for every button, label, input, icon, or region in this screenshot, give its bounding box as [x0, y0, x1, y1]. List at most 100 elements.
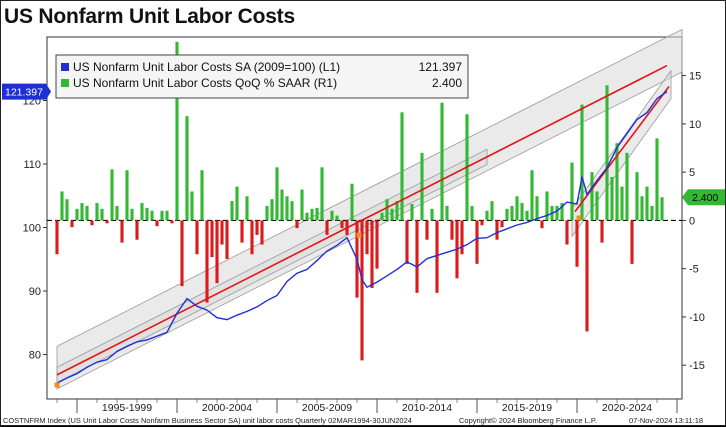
- qoq-bar: [375, 220, 379, 269]
- qoq-bar: [655, 138, 659, 221]
- qoq-bar: [520, 203, 524, 221]
- qoq-bar: [80, 203, 84, 221]
- right-last-value-text: 2.400: [692, 192, 718, 204]
- qoq-bar: [250, 220, 254, 255]
- left-axis-label: 80: [29, 350, 41, 362]
- qoq-bar: [415, 220, 419, 293]
- qoq-bar: [405, 220, 409, 264]
- qoq-bar: [125, 170, 129, 221]
- qoq-bar: [155, 220, 159, 227]
- qoq-bar: [485, 210, 489, 221]
- qoq-bar: [480, 220, 484, 226]
- right-last-value-badge: [682, 189, 725, 206]
- qoq-bar: [490, 201, 494, 221]
- x-axis-label: 2005-2009: [302, 402, 352, 414]
- qoq-bar: [260, 220, 264, 245]
- left-last-value-text: 121.397: [5, 87, 43, 99]
- event-marker: [576, 215, 582, 221]
- qoq-bar: [70, 220, 74, 228]
- qoq-bar: [75, 208, 79, 221]
- qoq-bar: [245, 196, 249, 221]
- qoq-bar: [595, 191, 599, 221]
- qoq-bar: [335, 215, 339, 221]
- trend-line-recent: [574, 86, 670, 213]
- qoq-bar: [540, 220, 544, 229]
- qoq-bar: [325, 220, 329, 235]
- qoq-bar: [60, 191, 64, 221]
- qoq-bar: [280, 189, 284, 221]
- qoq-bar: [65, 199, 69, 221]
- left-axis-label: 110: [23, 159, 41, 171]
- qoq-bar: [635, 172, 639, 221]
- qoq-bar: [395, 201, 399, 221]
- qoq-bar: [450, 220, 454, 240]
- event-marker: [356, 232, 362, 238]
- qoq-bar: [175, 41, 179, 221]
- qoq-bar: [135, 220, 139, 240]
- qoq-bar: [580, 104, 584, 221]
- qoq-bar: [510, 205, 514, 221]
- qoq-bar: [210, 220, 214, 258]
- qoq-bar: [90, 220, 94, 226]
- right-axis-label: 15: [689, 71, 701, 83]
- qoq-bar: [535, 196, 539, 221]
- qoq-bar: [620, 186, 624, 221]
- legend-value: 121.397: [419, 60, 463, 74]
- qoq-bar: [555, 205, 559, 221]
- qoq-bar: [215, 220, 219, 284]
- qoq-bar: [585, 220, 589, 332]
- qoq-bar: [185, 116, 189, 221]
- qoq-bar: [605, 85, 609, 221]
- qoq-bar: [410, 204, 414, 221]
- right-axis-label: -5: [689, 264, 699, 276]
- legend: US Nonfarm Unit Labor Costs SA (2009=100…: [55, 54, 469, 99]
- qoq-bar: [470, 205, 474, 221]
- qoq-bar: [380, 212, 384, 221]
- qoq-bar: [425, 220, 429, 240]
- qoq-bar: [630, 220, 634, 264]
- qoq-bar: [625, 152, 629, 221]
- qoq-bar: [545, 191, 549, 221]
- level-series-line: [56, 91, 668, 384]
- x-axis-label: 2000-2004: [202, 402, 252, 414]
- qoq-bar: [400, 112, 404, 221]
- qoq-bar: [205, 220, 209, 303]
- left-last-value-badge: [2, 83, 51, 100]
- qoq-bar: [610, 176, 614, 221]
- chart-title: US Nonfarm Unit Labor Costs: [4, 5, 295, 28]
- left-axis-label: 90: [29, 286, 41, 298]
- qoq-bar: [110, 169, 114, 221]
- qoq-bar: [225, 220, 229, 260]
- qoq-bar: [570, 162, 574, 221]
- qoq-bar: [190, 191, 194, 221]
- x-axis-label: 2010-2014: [402, 402, 452, 414]
- qoq-bar: [235, 186, 239, 221]
- qoq-bar: [95, 203, 99, 221]
- qoq-bar: [100, 208, 104, 221]
- x-axis-label: 1995-1999: [102, 402, 152, 414]
- qoq-bar: [360, 220, 364, 361]
- qoq-bar: [650, 205, 654, 221]
- qoq-bar: [275, 167, 279, 221]
- qoq-bar: [105, 220, 109, 224]
- qoq-bar: [315, 207, 319, 221]
- qoq-bar: [85, 205, 89, 221]
- qoq-bar: [165, 210, 169, 221]
- qoq-bar: [230, 201, 234, 221]
- qoq-bar: [495, 220, 499, 240]
- qoq-bar: [500, 220, 504, 228]
- qoq-bar: [170, 220, 174, 224]
- qoq-bar: [460, 220, 464, 255]
- qoq-bar: [130, 208, 134, 221]
- qoq-bar: [270, 199, 274, 221]
- qoq-bar: [645, 186, 649, 221]
- legend-box: [55, 54, 469, 99]
- footer-copyright: Copyright© 2024 Bloomberg Finance L.P.: [459, 416, 597, 425]
- qoq-bar: [240, 220, 244, 243]
- qoq-bar: [505, 208, 509, 221]
- qoq-bar: [55, 220, 59, 255]
- qoq-bar: [440, 102, 444, 221]
- event-marker: [54, 382, 60, 388]
